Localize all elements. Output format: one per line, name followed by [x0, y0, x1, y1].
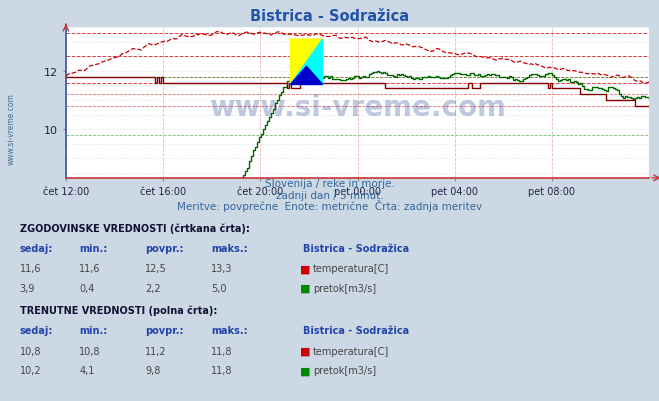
Text: maks.:: maks.:	[211, 326, 248, 335]
Text: Bistrica - Sodražica: Bistrica - Sodražica	[303, 326, 409, 335]
Polygon shape	[291, 67, 322, 85]
Text: TRENUTNE VREDNOSTI (polna črta):: TRENUTNE VREDNOSTI (polna črta):	[20, 305, 217, 315]
Text: povpr.:: povpr.:	[145, 243, 183, 253]
Text: temperatura[C]: temperatura[C]	[313, 346, 389, 356]
Polygon shape	[291, 40, 322, 85]
Text: povpr.:: povpr.:	[145, 326, 183, 335]
Text: 11,8: 11,8	[211, 346, 233, 356]
Text: 13,3: 13,3	[211, 264, 233, 273]
Text: pretok[m3/s]: pretok[m3/s]	[313, 283, 376, 293]
Text: 10,2: 10,2	[20, 365, 42, 375]
Text: ■: ■	[300, 264, 310, 273]
Text: Bistrica - Sodražica: Bistrica - Sodražica	[303, 243, 409, 253]
Text: 9,8: 9,8	[145, 365, 160, 375]
Text: pretok[m3/s]: pretok[m3/s]	[313, 365, 376, 375]
Text: www.si-vreme.com: www.si-vreme.com	[209, 94, 506, 122]
Text: 11,8: 11,8	[211, 365, 233, 375]
Text: 5,0: 5,0	[211, 283, 227, 293]
Text: ■: ■	[300, 283, 310, 293]
Text: 2,2: 2,2	[145, 283, 161, 293]
Text: 11,6: 11,6	[20, 264, 42, 273]
Text: 3,9: 3,9	[20, 283, 35, 293]
Text: sedaj:: sedaj:	[20, 243, 53, 253]
Text: ■: ■	[300, 346, 310, 356]
Text: ■: ■	[300, 365, 310, 375]
Text: sedaj:: sedaj:	[20, 326, 53, 335]
Text: 10,8: 10,8	[79, 346, 101, 356]
Text: www.si-vreme.com: www.si-vreme.com	[7, 93, 16, 164]
Text: 12,5: 12,5	[145, 264, 167, 273]
Text: 10,8: 10,8	[20, 346, 42, 356]
Text: 0,4: 0,4	[79, 283, 94, 293]
Text: maks.:: maks.:	[211, 243, 248, 253]
Text: Bistrica - Sodražica: Bistrica - Sodražica	[250, 9, 409, 24]
Text: ZGODOVINSKE VREDNOSTI (črtkana črta):: ZGODOVINSKE VREDNOSTI (črtkana črta):	[20, 223, 250, 233]
Text: 4,1: 4,1	[79, 365, 94, 375]
Text: Meritve: povprečne  Enote: metrične  Črta: zadnja meritev: Meritve: povprečne Enote: metrične Črta:…	[177, 199, 482, 211]
Text: zadnji dan / 5 minut.: zadnji dan / 5 minut.	[275, 190, 384, 200]
Text: temperatura[C]: temperatura[C]	[313, 264, 389, 273]
Text: min.:: min.:	[79, 243, 107, 253]
Text: 11,6: 11,6	[79, 264, 101, 273]
Polygon shape	[291, 40, 322, 85]
Text: 11,2: 11,2	[145, 346, 167, 356]
Text: min.:: min.:	[79, 326, 107, 335]
Text: Slovenija / reke in morje.: Slovenija / reke in morje.	[264, 178, 395, 188]
